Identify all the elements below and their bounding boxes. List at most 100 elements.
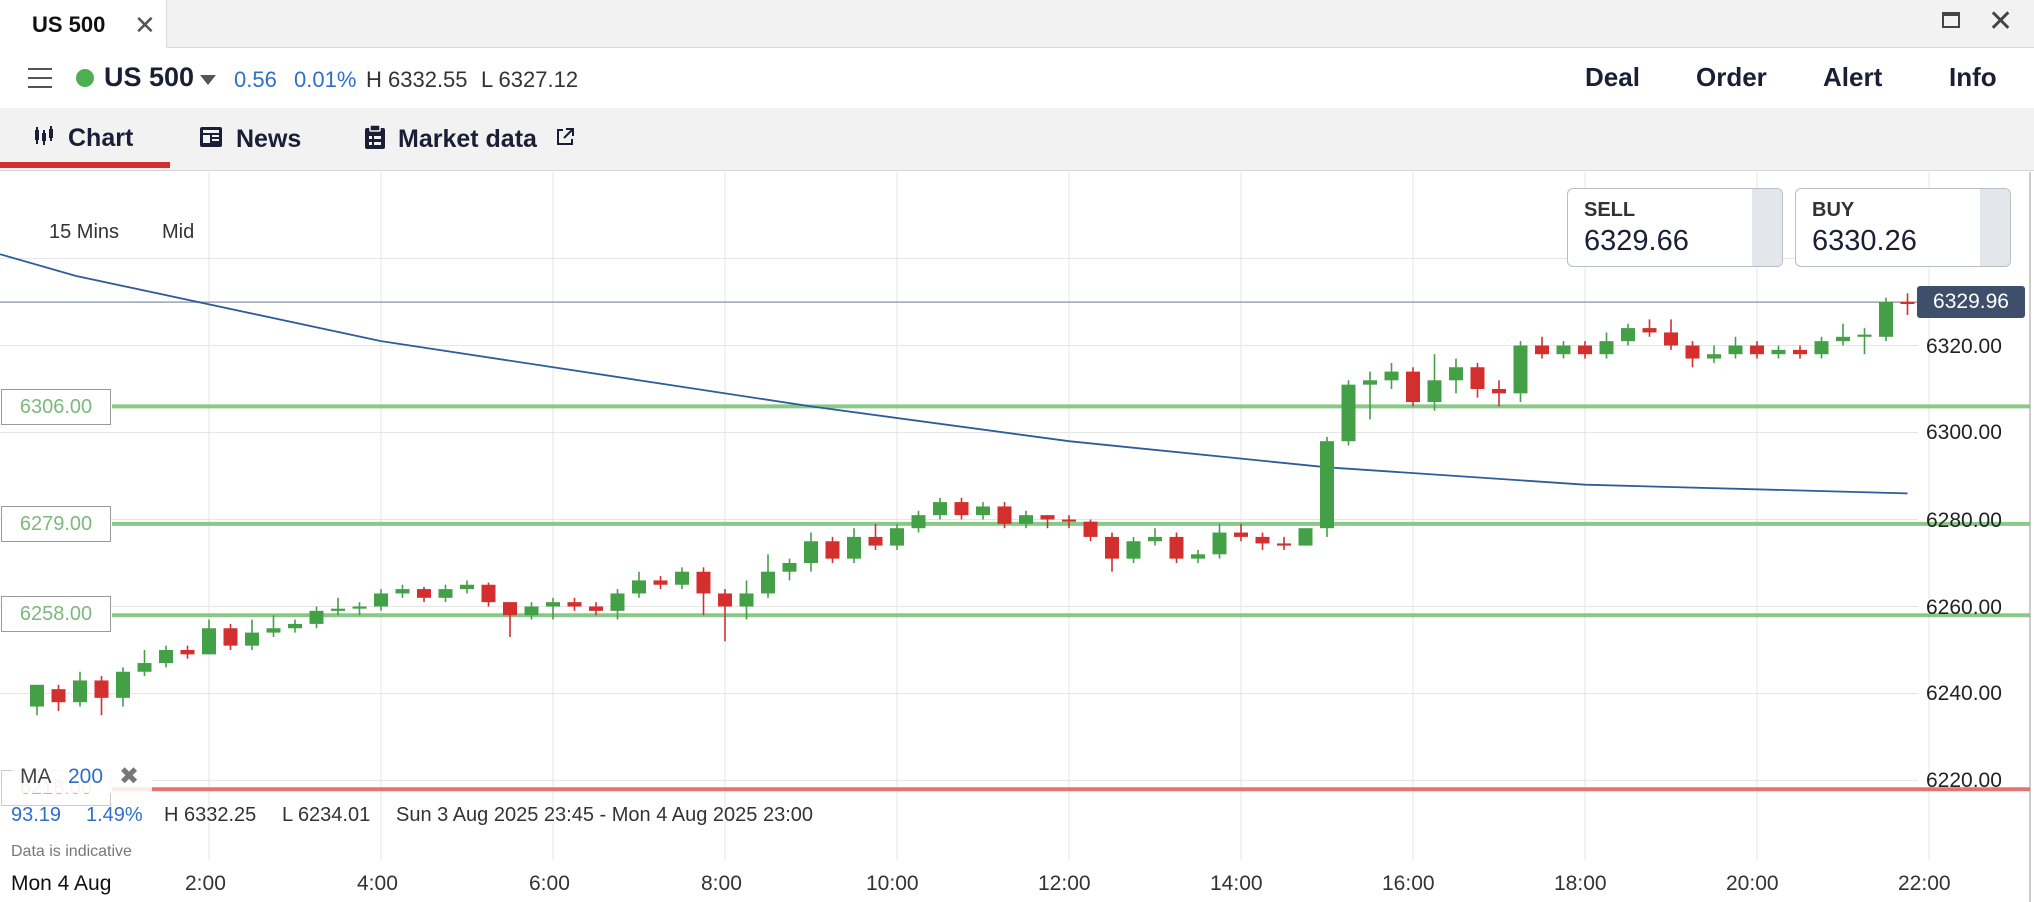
candle-body: [1556, 345, 1571, 355]
candle-body: [1083, 521, 1098, 537]
instrument-name[interactable]: US 500: [104, 62, 195, 92]
candle-body: [739, 593, 754, 607]
buy-price: 6330.26: [1812, 225, 1917, 257]
candle-body: [804, 541, 818, 563]
x-tick: 12:00: [1038, 872, 1091, 895]
candle-body: [352, 606, 367, 609]
candle-body: [1750, 345, 1764, 355]
candle-body: [1019, 515, 1033, 524]
tab-chart[interactable]: Chart: [32, 124, 133, 155]
sell-button[interactable]: SELL 6329.66: [1567, 188, 1783, 267]
day-low: L 6327.12: [481, 67, 579, 92]
candle-body: [1814, 341, 1829, 355]
order-button[interactable]: Order: [1696, 62, 1767, 92]
candle-body: [1642, 328, 1657, 333]
candle-body: [1040, 515, 1055, 520]
candle-body: [997, 506, 1012, 524]
x-tick: 6:00: [529, 872, 570, 895]
candle-body: [567, 602, 582, 607]
candle-body: [1255, 536, 1270, 544]
level-tag-6306[interactable]: 6306.00: [1, 389, 111, 425]
alert-button[interactable]: Alert: [1823, 62, 1883, 92]
window-tab[interactable]: US 500 ✕: [0, 0, 167, 48]
candle-body: [825, 541, 840, 559]
candle-body: [911, 515, 926, 529]
ma-label-backdrop: [12, 763, 152, 793]
candle-body: [1685, 345, 1700, 359]
candle-body: [1191, 554, 1205, 559]
close-window-icon[interactable]: ✕: [1988, 5, 2014, 38]
candle-body: [589, 606, 603, 611]
candle-body: [1105, 536, 1119, 559]
x-tick: 18:00: [1554, 872, 1607, 895]
sell-price: 6329.66: [1584, 225, 1689, 257]
y-tick: 6300.00: [1926, 421, 2002, 444]
buy-button[interactable]: BUY 6330.26: [1795, 188, 2011, 267]
candle-body: [223, 628, 238, 646]
candle-body: [1664, 332, 1678, 346]
candle-body: [696, 571, 711, 594]
candle-body: [438, 589, 453, 598]
tab-news[interactable]: News: [198, 124, 301, 157]
newspaper-icon: [198, 124, 224, 157]
candle-body: [1148, 536, 1162, 542]
candle-body: [417, 589, 431, 598]
candle-body: [1363, 380, 1377, 385]
candle-body: [610, 593, 625, 611]
indicative-note: Data is indicative: [11, 843, 132, 860]
candle-body: [395, 589, 410, 594]
x-tick: 16:00: [1382, 872, 1435, 895]
candle-body: [116, 671, 130, 698]
candle-body: [1707, 354, 1721, 359]
candle-body: [1234, 532, 1248, 537]
candle-body: [1513, 345, 1528, 394]
level-tag-6279[interactable]: 6279.00: [1, 506, 111, 542]
candle-body: [1879, 302, 1893, 337]
ma-indicator-label[interactable]: MA: [20, 765, 52, 788]
candle-body: [1406, 371, 1420, 403]
candle-body: [1599, 341, 1614, 355]
x-tick: 14:00: [1210, 872, 1263, 895]
chevron-down-icon[interactable]: [200, 75, 216, 85]
hamburger-menu-icon[interactable]: [28, 68, 52, 95]
maximize-icon[interactable]: [1942, 12, 1960, 28]
date-label: Mon 4 Aug: [11, 872, 112, 895]
close-tab-icon[interactable]: ✕: [134, 10, 156, 40]
clipboard-icon: [364, 124, 386, 157]
candle-body: [1728, 345, 1743, 355]
timeframe-selector[interactable]: 15 Mins: [49, 221, 120, 243]
ma-indicator-period[interactable]: 200: [68, 765, 104, 788]
remove-indicator-icon[interactable]: ✖: [119, 763, 140, 790]
sell-button-edge: [1752, 189, 1782, 266]
price-type-selector[interactable]: Mid: [162, 221, 195, 243]
y-tick: 6280.00: [1926, 509, 2002, 532]
candle-body: [374, 593, 388, 607]
buy-button-edge: [1980, 189, 2010, 266]
y-tick: 6240.00: [1926, 682, 2002, 705]
deal-button[interactable]: Deal: [1585, 62, 1640, 92]
buy-label: BUY: [1812, 199, 1855, 221]
period-change-percent: 1.49%: [86, 804, 143, 826]
y-tick: 6260.00: [1926, 596, 2002, 619]
candle-body: [1578, 345, 1592, 355]
candle-body: [1470, 367, 1485, 389]
candle-body: [1298, 528, 1313, 546]
candle-body: [761, 571, 775, 594]
level-tag-6258[interactable]: 6258.00: [1, 596, 111, 632]
candle-body: [159, 650, 173, 664]
x-tick: 4:00: [357, 872, 398, 895]
info-button[interactable]: Info: [1949, 62, 1997, 92]
current-price-tag: 6329.96: [1917, 286, 2025, 318]
period-range: Sun 3 Aug 2025 23:45 - Mon 4 Aug 2025 23…: [396, 804, 814, 826]
candle-body: [868, 536, 883, 546]
tab-market-data[interactable]: Market data: [364, 124, 576, 157]
candle-body: [481, 584, 496, 603]
candle-body: [1169, 536, 1184, 559]
candle-body: [94, 680, 109, 698]
sell-label: SELL: [1584, 199, 1636, 221]
x-tick: 22:00: [1898, 872, 1951, 895]
candle-body: [933, 502, 947, 516]
candle-body: [73, 680, 87, 703]
window-tab-title: US 500: [32, 12, 106, 37]
candle-body: [1126, 541, 1141, 559]
